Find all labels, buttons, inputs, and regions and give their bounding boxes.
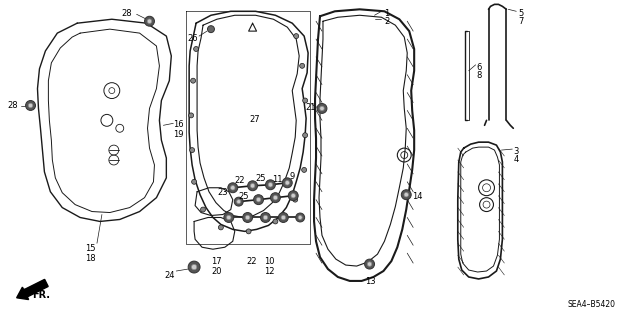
Circle shape <box>273 219 278 224</box>
Circle shape <box>246 229 251 234</box>
Circle shape <box>263 215 268 220</box>
Circle shape <box>365 259 374 269</box>
Text: 11: 11 <box>273 175 283 184</box>
Text: 27: 27 <box>249 115 260 124</box>
Circle shape <box>28 103 33 108</box>
Circle shape <box>250 183 255 188</box>
Circle shape <box>294 33 299 39</box>
Circle shape <box>26 100 35 110</box>
Circle shape <box>291 193 296 198</box>
Text: 4: 4 <box>513 155 518 164</box>
Text: 10: 10 <box>264 257 275 266</box>
Text: 25: 25 <box>239 192 249 201</box>
Text: 12: 12 <box>264 267 275 276</box>
Circle shape <box>243 212 253 222</box>
Circle shape <box>296 213 305 222</box>
Circle shape <box>145 16 154 26</box>
Circle shape <box>227 215 231 220</box>
Text: 9: 9 <box>289 172 294 181</box>
Text: 22: 22 <box>235 176 245 185</box>
Text: 28: 28 <box>8 100 19 109</box>
Circle shape <box>317 103 327 114</box>
Circle shape <box>245 215 250 220</box>
Text: 21: 21 <box>305 102 316 112</box>
Text: 5: 5 <box>518 9 524 18</box>
Circle shape <box>253 195 264 204</box>
Circle shape <box>189 113 194 118</box>
Circle shape <box>268 182 273 187</box>
Text: 22: 22 <box>246 257 257 266</box>
Circle shape <box>191 78 196 83</box>
Circle shape <box>282 178 292 188</box>
Circle shape <box>189 148 195 152</box>
Circle shape <box>207 26 214 33</box>
Circle shape <box>281 215 285 220</box>
Text: 8: 8 <box>477 71 482 80</box>
Text: 28: 28 <box>122 9 132 18</box>
Circle shape <box>218 225 223 230</box>
Circle shape <box>188 261 200 273</box>
Text: 19: 19 <box>173 130 184 139</box>
Circle shape <box>200 207 205 212</box>
Circle shape <box>401 190 411 200</box>
Text: 20: 20 <box>211 267 221 276</box>
Circle shape <box>234 197 243 206</box>
Circle shape <box>237 200 241 204</box>
Circle shape <box>292 197 298 202</box>
Circle shape <box>194 47 198 51</box>
Circle shape <box>266 180 275 190</box>
Circle shape <box>248 181 257 191</box>
Text: 13: 13 <box>365 277 376 286</box>
Circle shape <box>191 264 196 270</box>
Text: 3: 3 <box>513 147 518 156</box>
Text: SEA4–B5420: SEA4–B5420 <box>568 300 616 309</box>
Circle shape <box>288 191 298 201</box>
Circle shape <box>404 192 408 197</box>
Text: 23: 23 <box>217 188 228 197</box>
Circle shape <box>367 262 372 266</box>
Text: 17: 17 <box>211 257 221 266</box>
Text: 7: 7 <box>518 17 524 26</box>
Circle shape <box>230 186 235 190</box>
Text: FR.: FR. <box>33 290 51 300</box>
Text: 14: 14 <box>412 192 422 201</box>
Circle shape <box>303 133 308 138</box>
Circle shape <box>271 193 280 203</box>
Circle shape <box>320 106 324 111</box>
Text: 25: 25 <box>255 174 266 183</box>
Circle shape <box>224 212 234 222</box>
Circle shape <box>300 63 305 68</box>
Text: 15: 15 <box>84 244 95 253</box>
Text: 6: 6 <box>477 63 482 72</box>
Circle shape <box>256 197 260 202</box>
Circle shape <box>285 181 289 185</box>
Text: 2: 2 <box>385 17 390 26</box>
Text: 18: 18 <box>84 254 95 263</box>
Text: 16: 16 <box>173 120 184 129</box>
Circle shape <box>273 196 278 200</box>
Circle shape <box>301 167 307 172</box>
Text: 24: 24 <box>164 271 175 280</box>
Text: 1: 1 <box>385 9 390 18</box>
Circle shape <box>228 183 237 193</box>
Circle shape <box>191 179 196 184</box>
Circle shape <box>303 98 308 103</box>
FancyArrow shape <box>17 279 48 300</box>
Circle shape <box>298 215 302 219</box>
Circle shape <box>260 212 271 222</box>
Circle shape <box>147 19 152 23</box>
Text: 26: 26 <box>187 34 198 43</box>
Circle shape <box>278 212 288 222</box>
